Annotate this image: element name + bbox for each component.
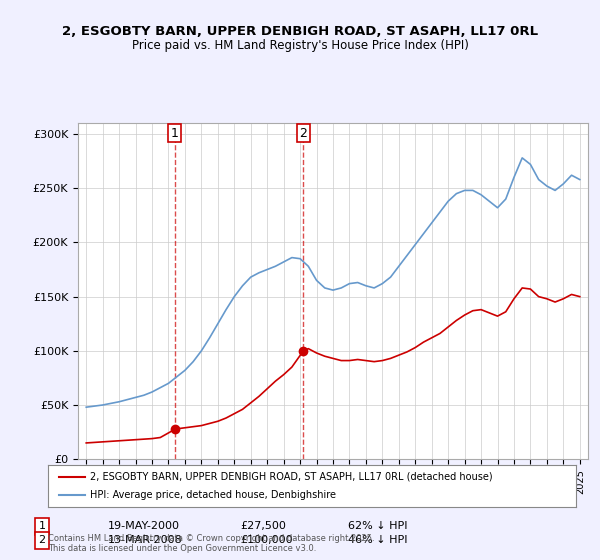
Text: £100,000: £100,000 bbox=[240, 535, 293, 545]
Text: 62% ↓ HPI: 62% ↓ HPI bbox=[348, 521, 407, 531]
Text: 2, ESGOBTY BARN, UPPER DENBIGH ROAD, ST ASAPH, LL17 0RL (detached house): 2, ESGOBTY BARN, UPPER DENBIGH ROAD, ST … bbox=[90, 472, 493, 482]
Text: 2, ESGOBTY BARN, UPPER DENBIGH ROAD, ST ASAPH, LL17 0RL: 2, ESGOBTY BARN, UPPER DENBIGH ROAD, ST … bbox=[62, 25, 538, 38]
Text: 19-MAY-2000: 19-MAY-2000 bbox=[108, 521, 180, 531]
Text: 2: 2 bbox=[299, 127, 307, 139]
Text: 1: 1 bbox=[38, 521, 46, 531]
Text: 1: 1 bbox=[171, 127, 179, 139]
Text: 46% ↓ HPI: 46% ↓ HPI bbox=[348, 535, 407, 545]
Text: 13-MAR-2008: 13-MAR-2008 bbox=[108, 535, 183, 545]
Text: 2: 2 bbox=[38, 535, 46, 545]
Text: HPI: Average price, detached house, Denbighshire: HPI: Average price, detached house, Denb… bbox=[90, 490, 336, 500]
Text: Price paid vs. HM Land Registry's House Price Index (HPI): Price paid vs. HM Land Registry's House … bbox=[131, 39, 469, 52]
Text: Contains HM Land Registry data © Crown copyright and database right 2025.
This d: Contains HM Land Registry data © Crown c… bbox=[48, 534, 374, 553]
Text: £27,500: £27,500 bbox=[240, 521, 286, 531]
